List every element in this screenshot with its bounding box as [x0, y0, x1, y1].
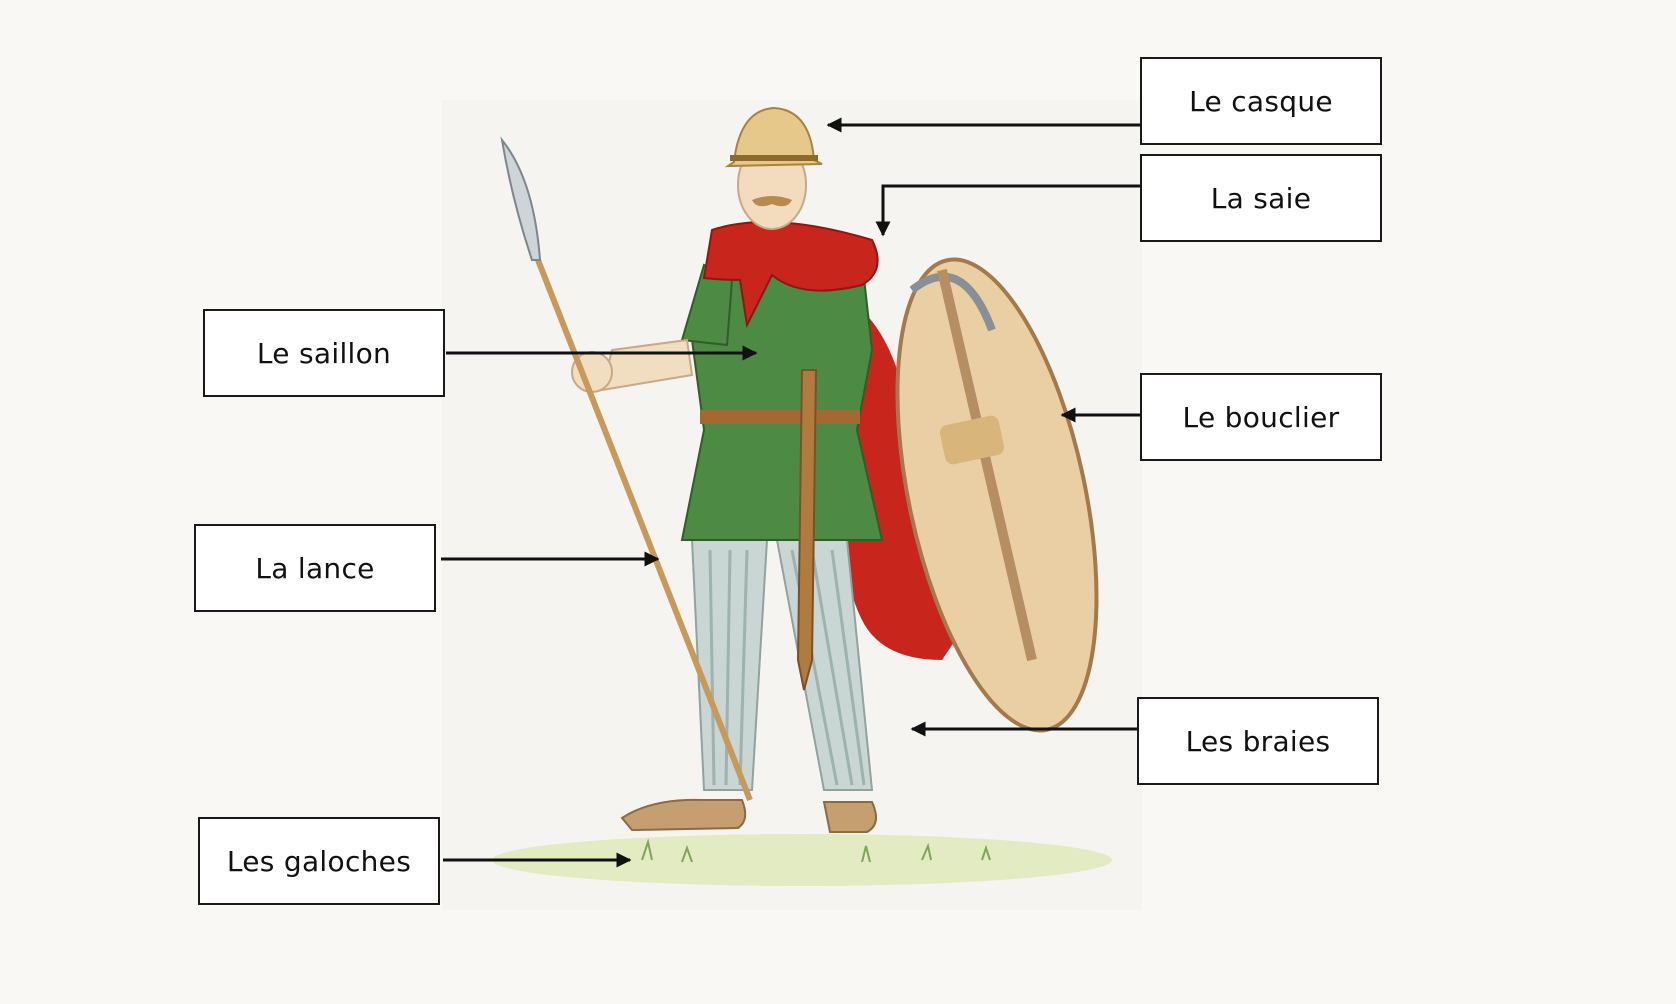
- label-saie: La saie: [1140, 154, 1382, 242]
- shoe-left: [620, 798, 747, 832]
- arm: [600, 338, 694, 392]
- grass-tufts: [641, 838, 991, 863]
- cloak-shoulders: [702, 221, 879, 329]
- label-saillon-text: Le saillon: [256, 336, 392, 370]
- shoe-right: [822, 801, 877, 833]
- label-casque-text: Le casque: [1189, 84, 1333, 118]
- label-bouclier: Le bouclier: [1140, 373, 1382, 461]
- warrior-drawing: [492, 106, 1112, 886]
- label-saillon: Le saillon: [203, 309, 445, 397]
- label-bouclier-text: Le bouclier: [1182, 400, 1340, 434]
- shield-boss: [939, 415, 1005, 465]
- spear-shaft: [535, 258, 753, 802]
- label-galoches: Les galoches: [198, 817, 440, 905]
- label-galoches-text: Les galoches: [226, 844, 412, 878]
- shield-rim: [909, 272, 996, 332]
- label-casque: Le casque: [1140, 57, 1382, 145]
- grass-ground: [492, 834, 1112, 886]
- label-braies: Les braies: [1137, 697, 1379, 785]
- tunic: [680, 259, 884, 541]
- spear-head: [500, 136, 542, 261]
- sword: [796, 369, 818, 691]
- label-lance: La lance: [194, 524, 436, 612]
- label-braies-text: Les braies: [1185, 724, 1331, 758]
- moustache: [752, 196, 792, 207]
- label-saie-text: La saie: [1210, 181, 1312, 215]
- trouser-stripes: [708, 549, 866, 786]
- shield-spine: [937, 268, 1037, 662]
- label-lance-text: La lance: [255, 551, 375, 585]
- warrior-illustration: [442, 100, 1142, 910]
- belt: [700, 410, 860, 424]
